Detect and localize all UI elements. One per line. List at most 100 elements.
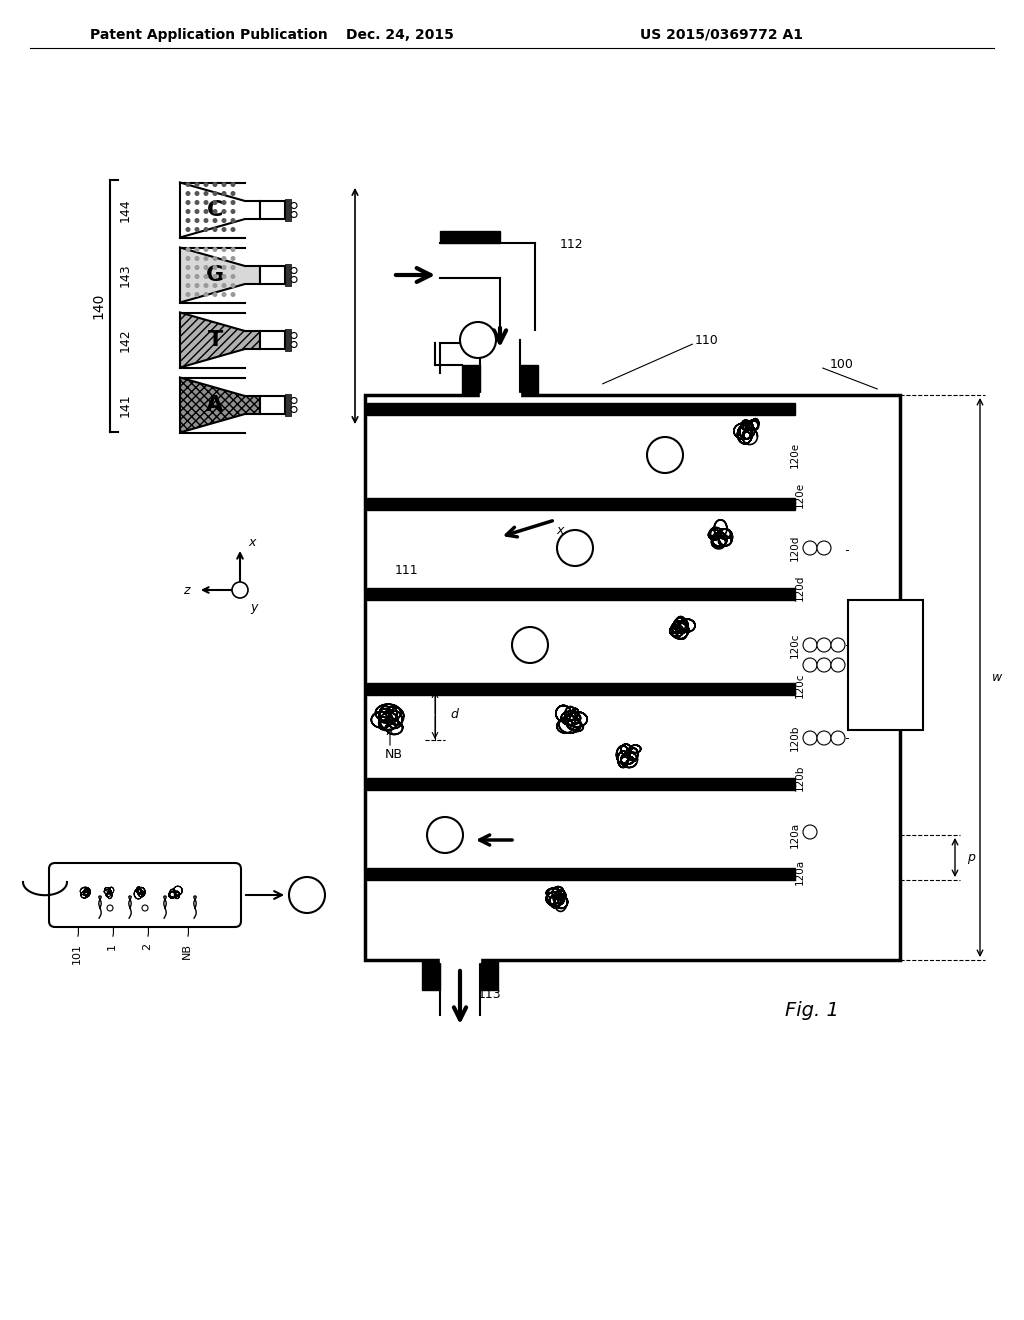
Circle shape: [204, 265, 208, 269]
Circle shape: [204, 191, 208, 195]
Circle shape: [196, 191, 199, 195]
Circle shape: [204, 293, 208, 296]
Text: +: +: [820, 640, 828, 649]
Bar: [260, 201, 285, 219]
Circle shape: [196, 210, 199, 214]
Circle shape: [186, 182, 189, 186]
Circle shape: [222, 210, 226, 214]
Text: 5: 5: [473, 333, 482, 347]
Circle shape: [196, 293, 199, 296]
Circle shape: [291, 333, 297, 338]
Text: 120d: 120d: [790, 535, 800, 561]
Bar: [260, 331, 285, 348]
Circle shape: [647, 437, 683, 473]
Circle shape: [231, 201, 234, 205]
Text: 5: 5: [660, 447, 670, 462]
Circle shape: [231, 256, 234, 260]
Text: −: −: [819, 543, 828, 553]
Circle shape: [204, 227, 208, 231]
Circle shape: [289, 876, 325, 913]
Text: 120a: 120a: [795, 859, 805, 886]
Text: +: +: [834, 640, 842, 649]
Text: +: +: [806, 733, 814, 743]
Circle shape: [817, 657, 831, 672]
Text: 2: 2: [440, 828, 450, 842]
Circle shape: [213, 191, 217, 195]
Circle shape: [186, 256, 189, 260]
Text: +: +: [806, 640, 814, 649]
Text: p: p: [967, 851, 975, 865]
Circle shape: [213, 284, 217, 288]
Polygon shape: [367, 682, 795, 696]
Polygon shape: [440, 231, 500, 243]
Circle shape: [204, 256, 208, 260]
Polygon shape: [367, 869, 795, 880]
Circle shape: [213, 182, 217, 186]
Circle shape: [204, 248, 208, 251]
Circle shape: [196, 201, 199, 205]
Circle shape: [222, 201, 226, 205]
Text: C: C: [207, 201, 223, 220]
Circle shape: [186, 248, 189, 251]
Text: 142: 142: [119, 329, 131, 352]
Circle shape: [222, 265, 226, 269]
Circle shape: [460, 322, 496, 358]
Circle shape: [831, 731, 845, 744]
Circle shape: [231, 210, 234, 214]
Circle shape: [803, 638, 817, 652]
Circle shape: [196, 227, 199, 231]
Text: US 2015/0369772 A1: US 2015/0369772 A1: [640, 28, 803, 42]
Circle shape: [231, 265, 234, 269]
Circle shape: [231, 227, 234, 231]
Circle shape: [817, 731, 831, 744]
Circle shape: [204, 210, 208, 214]
Text: d: d: [450, 709, 458, 722]
Circle shape: [557, 531, 593, 566]
Circle shape: [213, 275, 217, 279]
Text: 144: 144: [119, 198, 131, 222]
Circle shape: [222, 284, 226, 288]
Circle shape: [186, 284, 189, 288]
Bar: [285, 199, 291, 220]
Circle shape: [196, 248, 199, 251]
Circle shape: [186, 201, 189, 205]
Text: G: G: [206, 265, 224, 285]
Bar: [260, 396, 285, 414]
Bar: [285, 329, 291, 351]
Polygon shape: [480, 393, 520, 397]
Text: 100: 100: [830, 359, 854, 371]
Text: NB: NB: [182, 942, 193, 960]
Circle shape: [817, 541, 831, 554]
Text: z: z: [183, 583, 190, 597]
Circle shape: [204, 284, 208, 288]
Polygon shape: [480, 960, 498, 990]
Circle shape: [196, 284, 199, 288]
Bar: [285, 393, 291, 416]
Circle shape: [291, 202, 297, 209]
Text: 113: 113: [478, 989, 502, 1002]
Circle shape: [213, 210, 217, 214]
Circle shape: [213, 265, 217, 269]
Circle shape: [196, 219, 199, 222]
Circle shape: [186, 219, 189, 222]
Circle shape: [196, 182, 199, 186]
Circle shape: [222, 191, 226, 195]
Text: 141: 141: [119, 393, 131, 417]
Text: 2: 2: [142, 942, 152, 950]
Text: +: +: [820, 733, 828, 743]
Polygon shape: [180, 248, 260, 302]
Polygon shape: [367, 777, 795, 789]
Text: 120d: 120d: [795, 574, 805, 601]
Circle shape: [196, 256, 199, 260]
Circle shape: [291, 342, 297, 347]
Text: T: T: [208, 330, 222, 350]
Circle shape: [831, 657, 845, 672]
Circle shape: [222, 227, 226, 231]
Polygon shape: [367, 498, 795, 510]
Polygon shape: [180, 313, 260, 367]
Circle shape: [803, 825, 817, 840]
Bar: [285, 264, 291, 286]
Text: −: −: [805, 543, 815, 553]
Circle shape: [222, 182, 226, 186]
Text: ⊗: ⊗: [234, 583, 246, 597]
